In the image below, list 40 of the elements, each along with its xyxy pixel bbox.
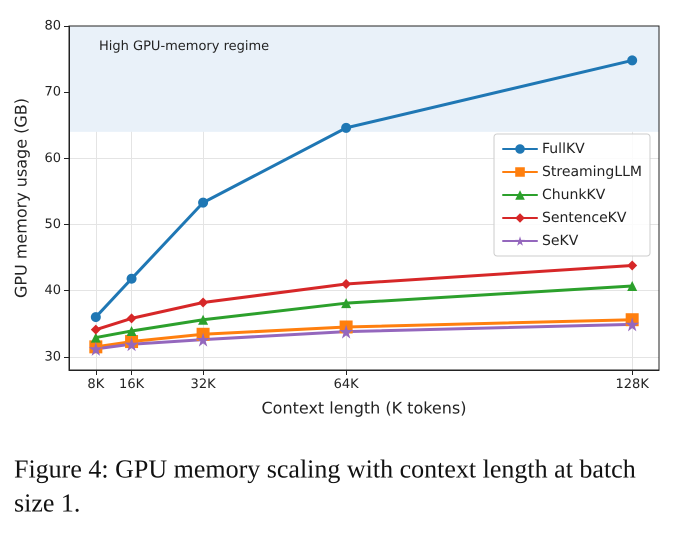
y-tick-label: 80 [44,18,61,34]
legend-label: ChunkKV [542,187,606,203]
point [126,274,137,284]
point [196,332,210,347]
legend-label: SentenceKV [542,210,627,226]
legend-label: FullKV [542,141,586,157]
point [90,332,101,343]
point [625,317,640,332]
legend-label: SeKV [542,233,579,249]
point [198,298,208,308]
caption: Figure 4: GPU memory scaling with context length at batch size 1. [14,454,642,518]
point [126,313,137,324]
point [90,312,101,322]
point [198,198,208,208]
point [198,314,208,325]
point [339,324,354,339]
point [627,55,638,66]
x-tick-label: 8K [87,377,105,392]
point [341,122,352,133]
legend-label: StreamingLLM [542,164,642,180]
y-axis-title: GPU memory usage (GB) [12,98,30,298]
x-axis-title: Context length (K tokens) [262,398,466,418]
band-label: High GPU-memory regime [99,39,270,54]
point [627,260,638,270]
x-tick-label: 64K [334,377,360,392]
point [341,279,352,289]
x-tick-label: 32K [190,377,216,392]
point [88,342,103,356]
x-tick-label: 128K [616,377,650,392]
point [126,326,137,336]
point [627,280,638,291]
y-tick-label: 40 [44,283,61,298]
y-tick-label: 70 [44,84,61,100]
y-tick-label: 60 [44,150,61,166]
point [124,337,139,352]
point [341,298,352,308]
y-tick-label: 50 [44,216,61,232]
x-tick-label: 16K [119,377,145,392]
point [90,324,101,335]
y-tick-label: 30 [44,349,61,364]
